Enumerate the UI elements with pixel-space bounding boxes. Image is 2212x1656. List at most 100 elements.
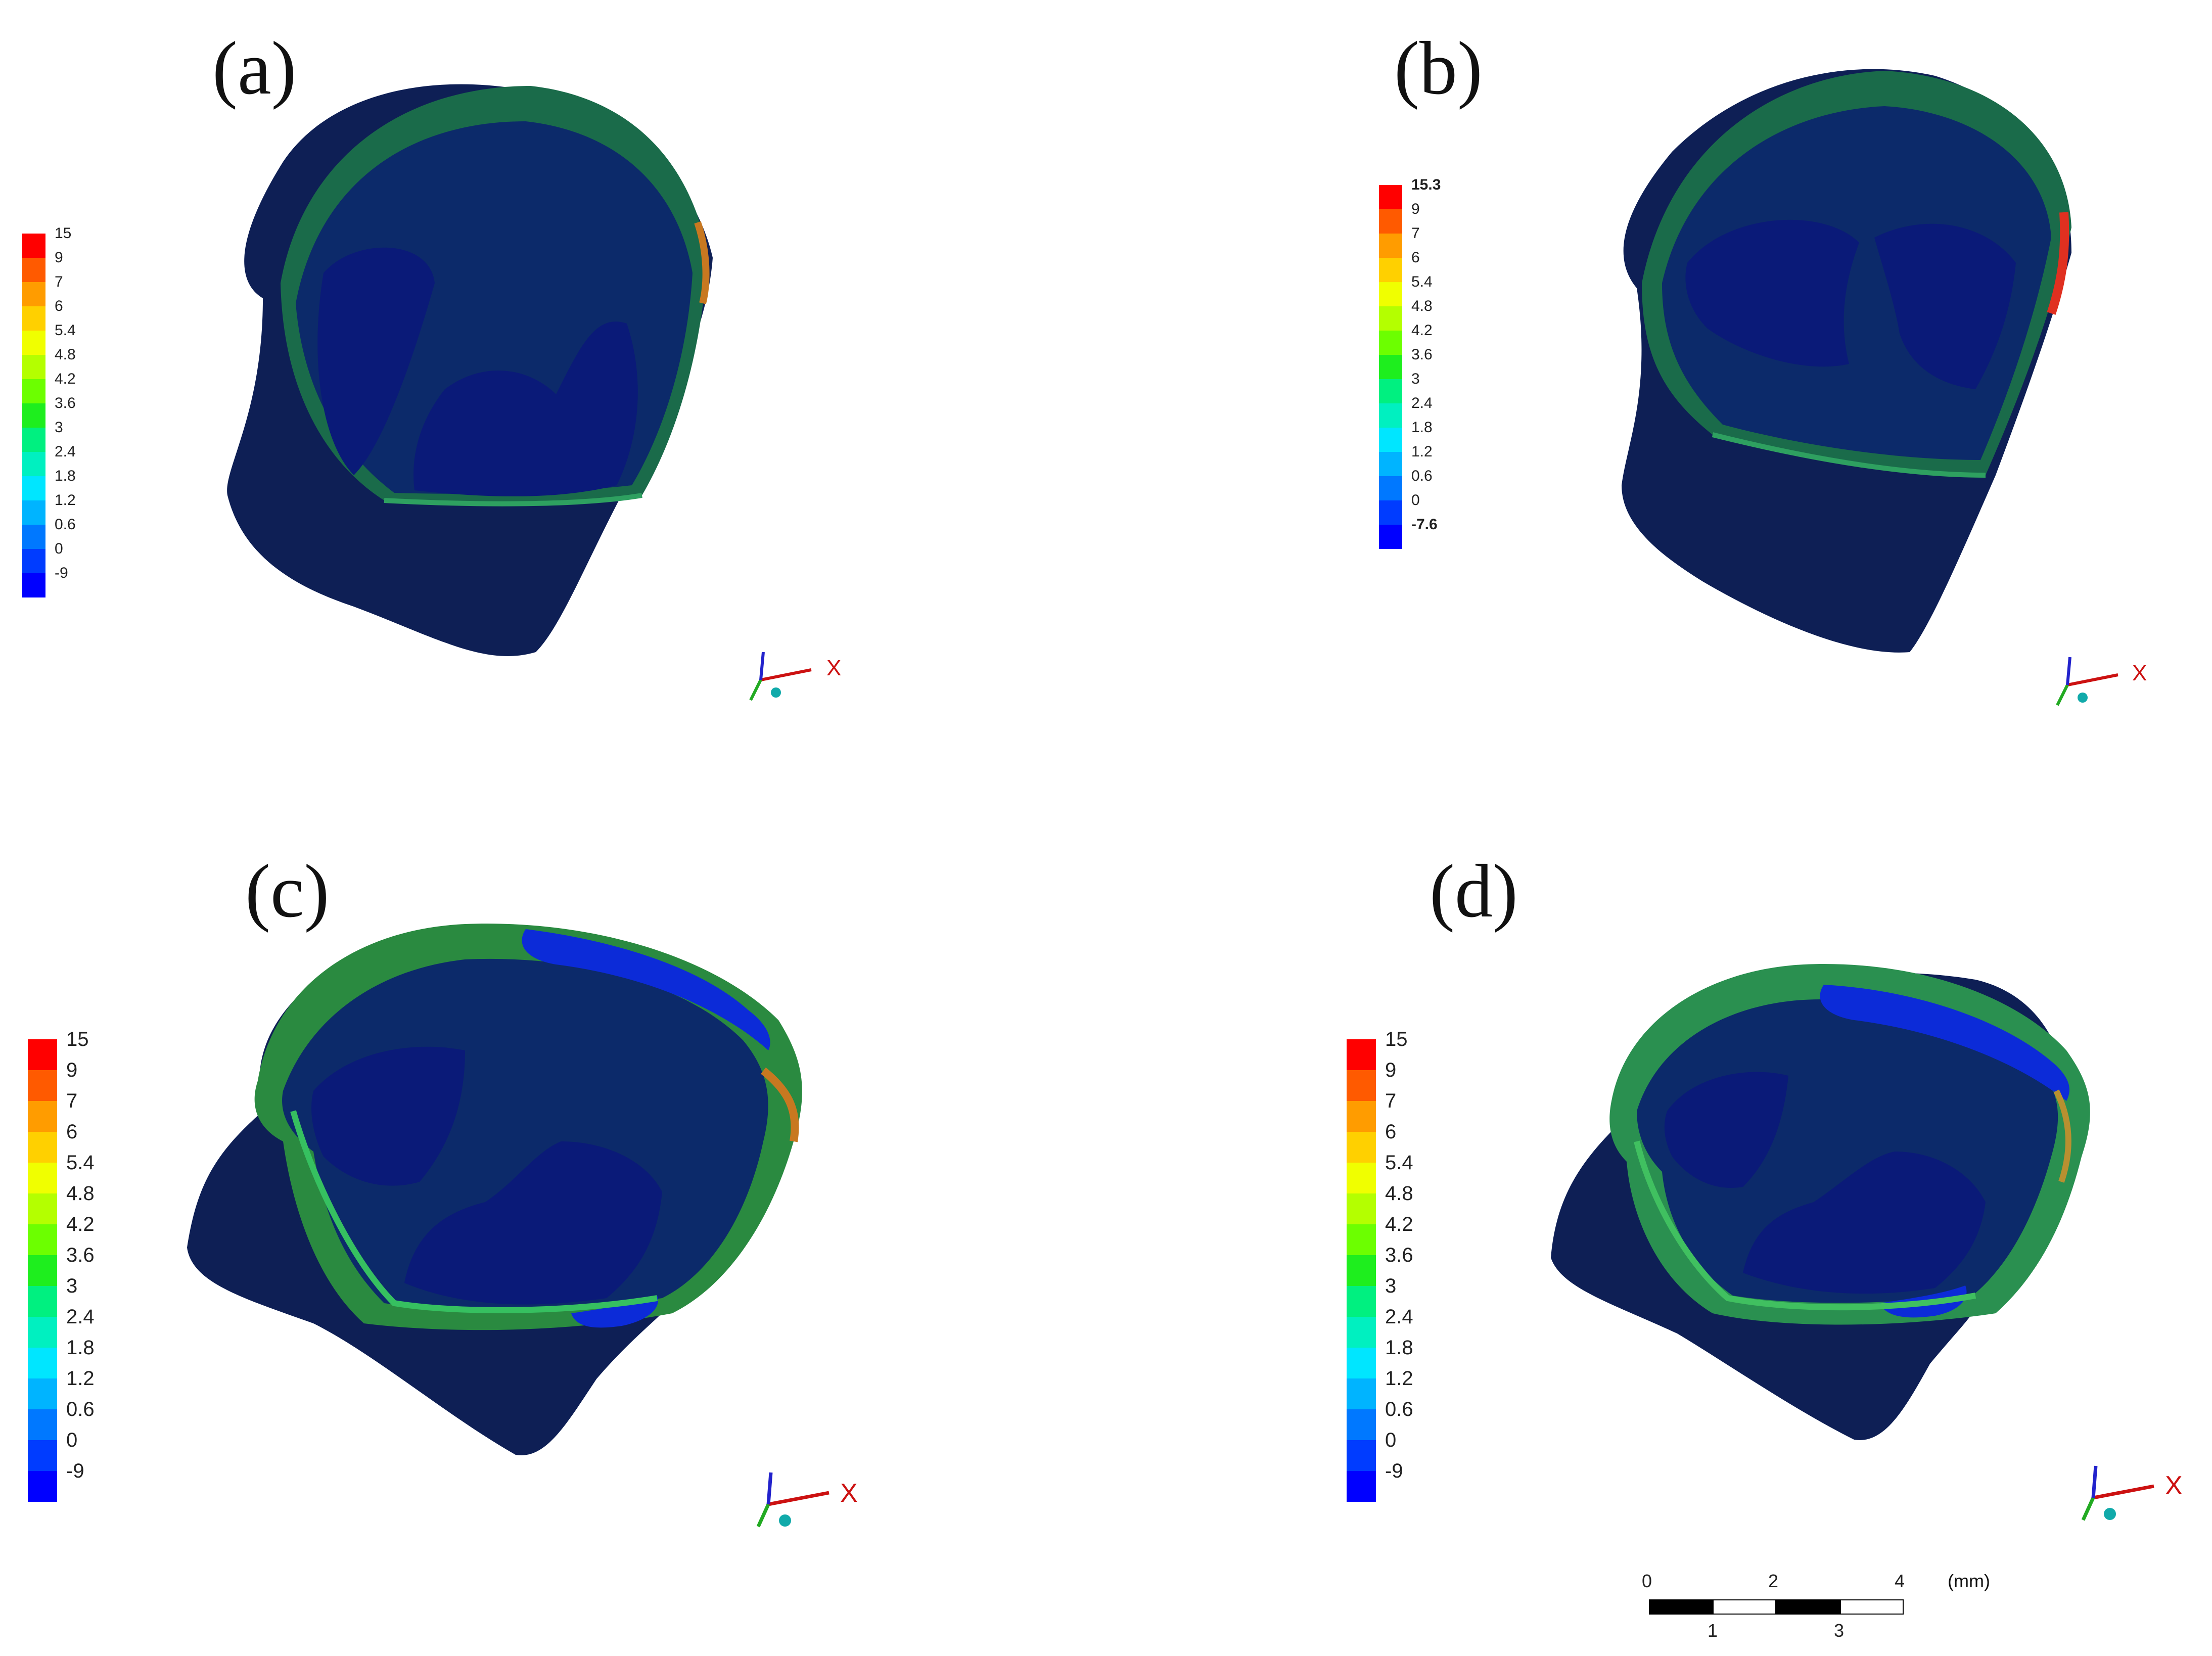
- legend-swatch: [22, 573, 45, 597]
- legend-tick-label: 4.8: [1385, 1182, 1413, 1205]
- legend-tick-label: 1.2: [1385, 1367, 1413, 1390]
- tooth-model-shell: [227, 84, 713, 656]
- legend-tick-label: 9: [66, 1059, 78, 1081]
- legend-tick-label: 3.6: [1385, 1244, 1413, 1266]
- legend-swatch: [28, 1070, 57, 1101]
- panel-label: (a): [212, 26, 297, 110]
- legend-tick-label: 1.8: [1411, 419, 1433, 436]
- legend-swatch: [1347, 1255, 1376, 1286]
- legend-swatch: [22, 476, 45, 500]
- legend-tick-label: 3.6: [55, 395, 76, 411]
- legend-swatch: [22, 428, 45, 452]
- scale-bar: 0 2 4 1 3: [1642, 1572, 1905, 1653]
- legend-tick-label: 2.4: [66, 1306, 95, 1328]
- panel-label: (b): [1394, 26, 1483, 110]
- legend-tick-label: 1.2: [55, 492, 76, 509]
- legend-tick-label: 1.8: [66, 1337, 95, 1359]
- legend-swatch: [28, 1193, 57, 1224]
- x-axis-label: X: [2132, 661, 2147, 685]
- legend-swatch: [28, 1378, 57, 1409]
- legend-swatch: [1347, 1378, 1376, 1409]
- legend-swatch: [1347, 1163, 1376, 1193]
- legend-tick-label: 0: [55, 540, 63, 557]
- legend-swatch: [1347, 1286, 1376, 1317]
- legend-swatch: [1347, 1348, 1376, 1378]
- panel-b: (b) 15.3 9 7 6 5.4 4.8 4.2 3.6 3 2.4 1.8 1.2 0.6 0 -7.…: [1106, 0, 2212, 828]
- legend-tick-label: 7: [1385, 1090, 1397, 1112]
- color-legend: 15.3 9 7 6 5.4 4.8 4.2 3.6 3 2.4 1.8 1.2 0.6 0 -7.6: [1379, 177, 1473, 564]
- legend-swatch: [22, 234, 45, 258]
- legend-swatch: [22, 306, 45, 331]
- legend-tick-label: 9: [1411, 201, 1420, 217]
- legend-tick-label: 7: [55, 273, 63, 290]
- legend-swatch: [28, 1317, 57, 1348]
- legend-tick-label: 4.8: [1411, 298, 1433, 314]
- legend-swatch: [22, 452, 45, 476]
- scale-tick-label: 1: [1708, 1620, 1718, 1641]
- legend-tick-label: 6: [55, 298, 63, 314]
- legend-swatch: [1347, 1224, 1376, 1255]
- legend-swatch: [1379, 209, 1402, 234]
- legend-swatch: [1347, 1039, 1376, 1070]
- legend-swatch: [1379, 476, 1402, 500]
- legend-swatch: [22, 258, 45, 282]
- legend-tick-label: 15: [1385, 1028, 1408, 1050]
- legend-tick-label: 5.4: [55, 322, 76, 339]
- legend-tick-label: -9: [1385, 1460, 1403, 1482]
- tooth-model-shell: [1622, 69, 2071, 653]
- legend-tick-label: 0: [66, 1429, 78, 1451]
- legend-swatch: [22, 379, 45, 403]
- legend-swatch: [22, 525, 45, 549]
- legend-tick-label: 0: [1411, 492, 1420, 509]
- legend-tick-label: 3.6: [1411, 346, 1433, 363]
- legend-tick-label: 15: [55, 225, 72, 242]
- legend-tick-label: 1.2: [66, 1367, 95, 1390]
- legend-tick-label: 0: [1385, 1429, 1397, 1451]
- legend-tick-label: 0.6: [1385, 1398, 1413, 1420]
- panel-c: (c) 15 9 7 6 5.4 4.8 4.2 3.6 3 2.4 1.8 1.2 0.6 0 -9 X: [0, 828, 1106, 1656]
- legend-swatch: [28, 1255, 57, 1286]
- legend-tick-label: 2.4: [1411, 395, 1433, 411]
- legend-tick-label: 3: [55, 419, 63, 436]
- legend-tick-label: 3: [1385, 1275, 1397, 1297]
- legend-swatch: [28, 1471, 57, 1502]
- legend-swatch: [28, 1286, 57, 1317]
- legend-tick-label: -7.6: [1411, 516, 1438, 533]
- x-axis-label: X: [826, 656, 842, 680]
- legend-swatch: [22, 331, 45, 355]
- legend-swatch: [1379, 355, 1402, 379]
- legend-tick-label: 1.8: [1385, 1337, 1413, 1359]
- panel-label: (d): [1430, 849, 1518, 933]
- scale-segment: [1776, 1599, 1840, 1615]
- legend-swatch: [28, 1039, 57, 1070]
- legend-swatch: [1379, 525, 1402, 549]
- coordinate-triad: [2056, 657, 2118, 706]
- scale-segment: [1713, 1599, 1776, 1615]
- legend-tick-label: 0.6: [1411, 468, 1433, 484]
- scale-tick-label: 2: [1768, 1571, 1779, 1591]
- scale-tick-label: 4: [1895, 1571, 1905, 1591]
- panel-a: (a) 15 9 7 6 5.4 4.8 4.2 3.6 3 2.4 1.8 1.2 0.6 0 -9 X: [0, 0, 1106, 828]
- legend-swatch: [22, 282, 45, 306]
- legend-swatch: [28, 1101, 57, 1132]
- scale-tick-label: 0: [1642, 1571, 1652, 1591]
- coordinate-triad: [756, 1472, 830, 1528]
- x-axis-label: X: [2165, 1471, 2183, 1500]
- legend-tick-label: 5.4: [1385, 1152, 1413, 1174]
- legend-swatch: [22, 549, 45, 573]
- x-axis-label: X: [840, 1479, 858, 1508]
- legend-swatch: [22, 403, 45, 428]
- legend-tick-label: 6: [1411, 249, 1420, 266]
- legend-swatch: [1347, 1471, 1376, 1502]
- legend-tick-label: 2.4: [55, 443, 76, 460]
- legend-tick-label: 2.4: [1385, 1306, 1413, 1328]
- scale-unit-label: (mm): [1948, 1571, 1990, 1591]
- legend-tick-label: 1.8: [55, 468, 76, 484]
- legend-swatch: [28, 1440, 57, 1471]
- legend-tick-label: 3: [66, 1275, 78, 1297]
- legend-tick-label: 4.2: [1385, 1213, 1413, 1235]
- legend-swatch: [1379, 258, 1402, 282]
- legend-swatch: [1379, 331, 1402, 355]
- legend-swatch: [1379, 403, 1402, 428]
- coordinate-triad: [2081, 1465, 2154, 1521]
